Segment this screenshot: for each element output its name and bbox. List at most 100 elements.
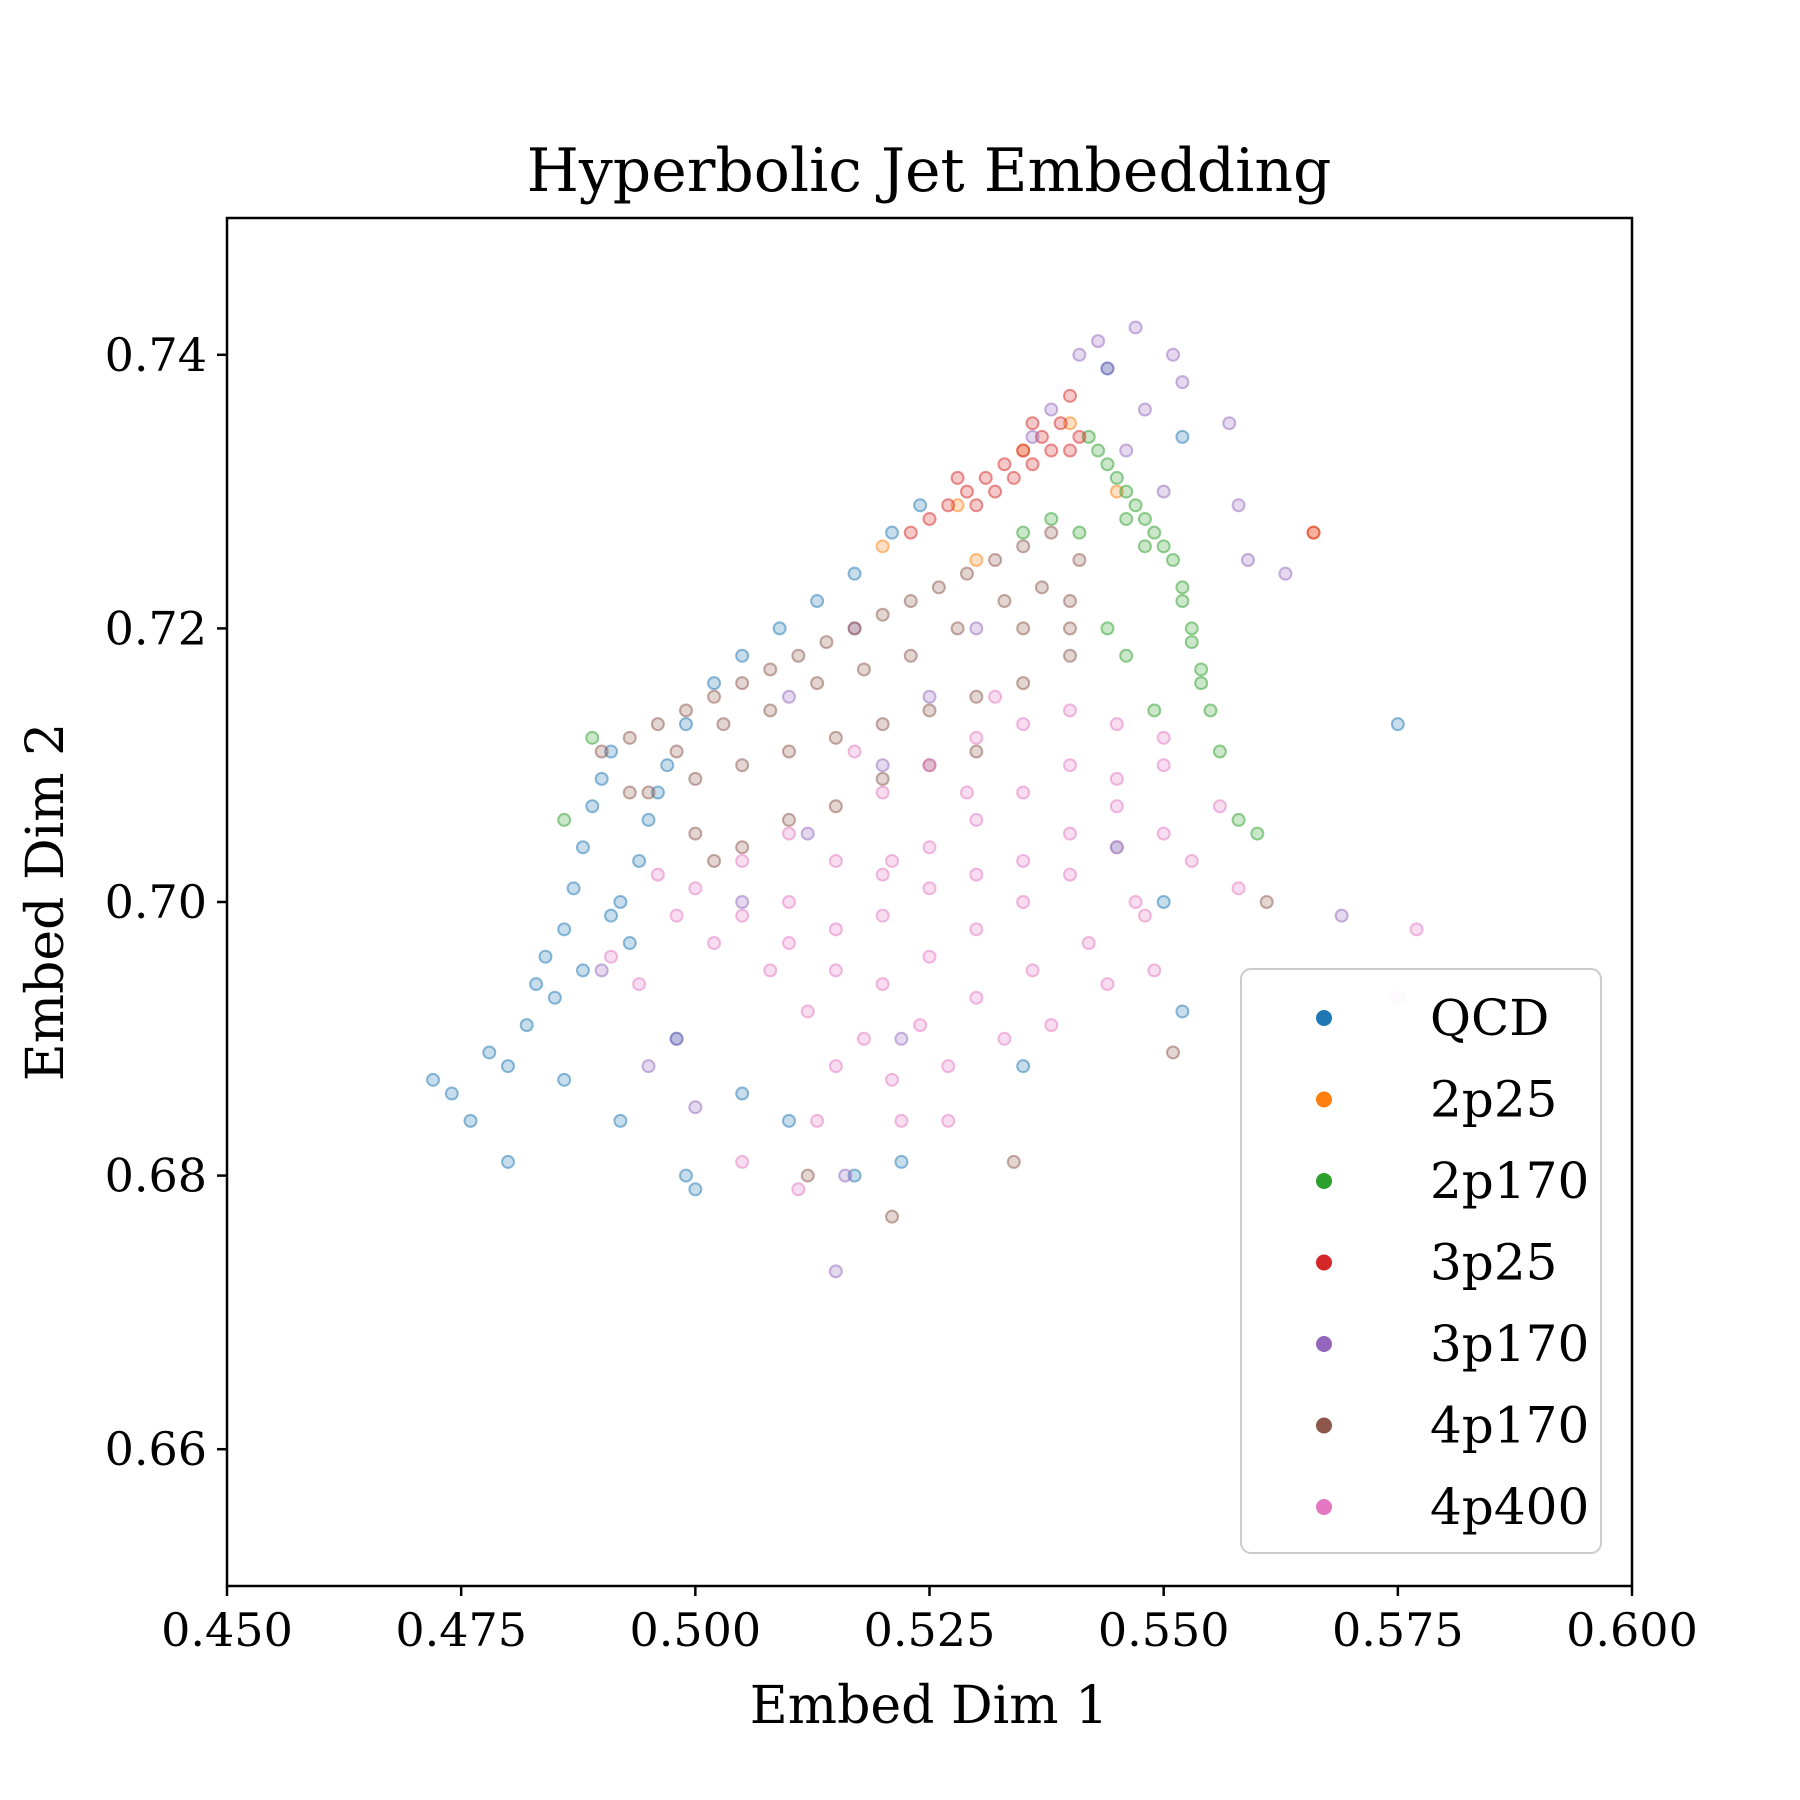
data-point xyxy=(969,689,984,704)
data-point xyxy=(1016,525,1031,540)
data-point xyxy=(950,498,965,513)
data-point xyxy=(894,1113,909,1128)
y-axis-ticks: 0.66 0.68 0.70 0.72 0.74 xyxy=(105,328,227,1476)
data-point xyxy=(519,1018,534,1033)
data-point xyxy=(1147,525,1162,540)
data-point xyxy=(688,1100,703,1115)
data-point xyxy=(903,525,918,540)
x-axis-label: Embed Dim 1 xyxy=(750,1676,1108,1736)
x-tick-label: 0.450 xyxy=(161,1603,293,1657)
data-point xyxy=(782,895,796,909)
data-point xyxy=(1156,895,1171,909)
data-point xyxy=(969,498,984,513)
data-point xyxy=(1147,963,1162,978)
data-point xyxy=(1212,799,1227,814)
data-point xyxy=(856,662,871,677)
data-point xyxy=(969,867,984,882)
data-point xyxy=(959,785,974,800)
data-point xyxy=(1006,1154,1021,1169)
data-point xyxy=(678,717,693,732)
data-point xyxy=(1016,621,1031,636)
data-point xyxy=(482,1045,497,1060)
data-point xyxy=(735,840,750,855)
data-point xyxy=(707,676,722,691)
data-point xyxy=(594,963,609,978)
data-point xyxy=(1109,840,1124,855)
legend-marker xyxy=(1316,1254,1332,1271)
x-tick-label: 0.525 xyxy=(864,1603,996,1657)
data-point xyxy=(1034,580,1049,595)
data-point xyxy=(875,908,890,923)
data-point xyxy=(1016,853,1031,868)
data-point xyxy=(1128,895,1143,909)
data-point xyxy=(969,922,984,937)
data-point xyxy=(575,840,590,855)
data-point xyxy=(1063,388,1077,403)
data-point xyxy=(941,498,956,513)
data-point xyxy=(585,730,600,745)
data-point xyxy=(1044,525,1059,540)
x-tick-label: 0.475 xyxy=(395,1603,527,1657)
data-point xyxy=(1166,553,1181,567)
data-point xyxy=(1016,785,1031,800)
legend-marker xyxy=(1316,1499,1332,1515)
data-point xyxy=(678,1168,693,1183)
data-point xyxy=(1100,457,1115,472)
data-point xyxy=(931,580,946,595)
data-point xyxy=(810,676,825,691)
data-point xyxy=(1025,416,1040,431)
data-point xyxy=(501,1059,515,1074)
data-point xyxy=(782,744,796,759)
data-point xyxy=(959,566,974,581)
data-point xyxy=(1166,1045,1181,1060)
legend-label: 2p170 xyxy=(1430,1152,1589,1210)
data-point xyxy=(585,799,600,814)
data-point xyxy=(1063,443,1077,458)
data-point xyxy=(1063,758,1077,773)
x-tick-label: 0.600 xyxy=(1566,1603,1698,1657)
data-point xyxy=(735,1154,750,1169)
data-point xyxy=(463,1113,478,1128)
data-point xyxy=(1166,347,1181,362)
data-point xyxy=(1025,429,1040,444)
series-3p170 xyxy=(594,320,1349,1279)
data-point xyxy=(1044,511,1059,526)
y-tick-label: 0.66 xyxy=(105,1422,207,1476)
data-point xyxy=(632,977,647,992)
data-point xyxy=(1119,511,1134,526)
data-point xyxy=(1119,484,1134,499)
data-point xyxy=(969,812,984,827)
data-point xyxy=(622,936,637,951)
data-point xyxy=(594,771,609,786)
data-point xyxy=(1072,525,1087,540)
data-point xyxy=(688,771,703,786)
data-point xyxy=(1175,429,1190,444)
data-point xyxy=(1194,662,1209,677)
data-point xyxy=(707,689,722,704)
data-point xyxy=(772,621,787,636)
chart-title: Hyperbolic Jet Embedding xyxy=(527,136,1332,206)
data-point xyxy=(875,607,890,622)
data-point xyxy=(1259,895,1274,909)
data-point xyxy=(922,949,937,964)
data-point xyxy=(828,1264,843,1279)
data-point xyxy=(875,539,890,554)
series-4p170 xyxy=(594,525,1274,1224)
data-point xyxy=(1016,1059,1031,1074)
legend-marker xyxy=(1316,1010,1332,1026)
data-point xyxy=(1016,539,1031,554)
data-point xyxy=(988,689,1003,704)
data-point xyxy=(1034,429,1049,444)
data-point xyxy=(1184,621,1199,636)
data-point xyxy=(894,1031,909,1046)
data-point xyxy=(1025,457,1040,472)
data-point xyxy=(529,977,544,992)
data-point xyxy=(1137,908,1152,923)
data-point xyxy=(913,1018,928,1033)
data-point xyxy=(828,963,843,978)
data-point xyxy=(1156,758,1171,773)
data-point xyxy=(1100,621,1115,636)
data-point xyxy=(941,1113,956,1128)
data-point xyxy=(604,908,619,923)
